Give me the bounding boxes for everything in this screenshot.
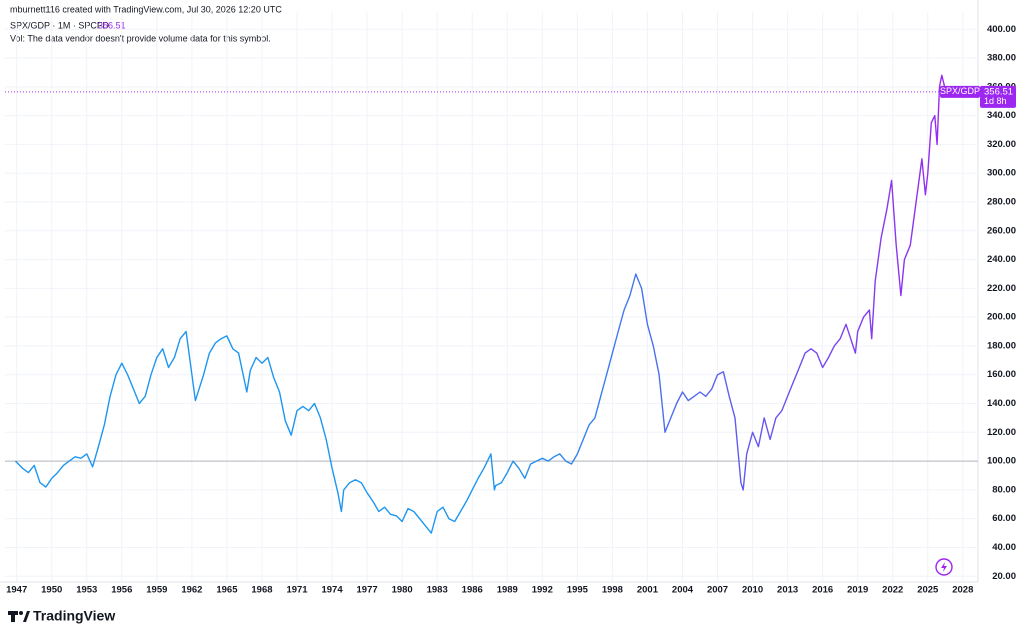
x-tick-label: 2022 (882, 585, 903, 596)
price-tag-countdown: 1d 8h (984, 96, 1007, 106)
brand: TradingView (33, 608, 115, 624)
x-tick-label: 1980 (392, 585, 413, 596)
price-tag-name-bg (940, 85, 980, 98)
price-tag-name: SPX/GDP (940, 86, 980, 96)
y-tick-label: 180.00 (987, 340, 1016, 351)
plot (5, 74, 978, 534)
x-tick-label: 1959 (146, 585, 167, 596)
brand-logo (8, 611, 30, 622)
y-tick-label: 120.00 (987, 427, 1016, 438)
x-tick-label: 1956 (111, 585, 132, 596)
x-tick-label: 1962 (181, 585, 202, 596)
y-tick-label: 380.00 (987, 53, 1016, 64)
y-tick-label: 300.00 (987, 168, 1016, 179)
quick-action-icon (935, 558, 953, 576)
credit: mburnett116 created with TradingView.com… (10, 4, 282, 14)
y-tick-label: 60.00 (992, 513, 1016, 524)
x-tick-label: 2028 (952, 585, 973, 596)
y-tick-label: 40.00 (992, 542, 1016, 553)
x-tick-label: 1971 (286, 585, 308, 596)
y-tick-label: 80.00 (992, 484, 1016, 495)
y-tick-label: 240.00 (987, 254, 1016, 265)
x-tick-label: 2019 (847, 585, 868, 596)
x-tick-label: 1968 (251, 585, 272, 596)
line-series (14, 74, 947, 534)
x-tick-label: 2025 (917, 585, 939, 596)
y-tick-label: 100.00 (987, 456, 1016, 467)
x-tick-label: 2016 (812, 585, 833, 596)
y-tick-label: 400.00 (987, 24, 1016, 35)
legend-title: SPX/GDP · 1M · SPCFD (10, 20, 109, 30)
x-tick-label: 1950 (41, 585, 62, 596)
y-tick-label: 260.00 (987, 225, 1016, 236)
y-tick-label: 340.00 (987, 110, 1016, 121)
y-tick-label: 140.00 (987, 398, 1016, 409)
y-tick-label: 280.00 (987, 197, 1016, 208)
price-tag-bg (980, 85, 1016, 108)
x-tick-label: 1995 (567, 585, 589, 596)
volume-note: Vol: The data vendor doesn't provide vol… (10, 33, 271, 43)
x-tick-label: 1977 (357, 585, 378, 596)
grid (5, 12, 978, 582)
x-tick-label: 1992 (532, 585, 553, 596)
y-tick-label: 200.00 (987, 312, 1016, 323)
x-tick-label: 1947 (6, 585, 27, 596)
x-tick-label: 1986 (462, 585, 483, 596)
y-tick-label: 20.00 (992, 571, 1016, 582)
x-tick-label: 1974 (321, 585, 343, 596)
x-tick-label: 2010 (742, 585, 763, 596)
x-tick-label: 2001 (637, 585, 659, 596)
x-tick-label: 2007 (707, 585, 728, 596)
x-tick-label: 2004 (672, 585, 694, 596)
y-tick-label: 320.00 (987, 139, 1016, 150)
legend-value: 356.51 (98, 20, 126, 30)
x-tick-label: 1953 (76, 585, 97, 596)
y-tick-label: 220.00 (987, 283, 1016, 294)
x-tick-label: 1998 (602, 585, 623, 596)
x-tick-label: 1965 (216, 585, 238, 596)
price-tag-value: 356.51 (984, 86, 1013, 97)
x-tick-label: 1989 (497, 585, 518, 596)
y-tick-label: 160.00 (987, 369, 1016, 380)
x-tick-label: 1983 (427, 585, 448, 596)
x-tick-label: 2013 (777, 585, 798, 596)
